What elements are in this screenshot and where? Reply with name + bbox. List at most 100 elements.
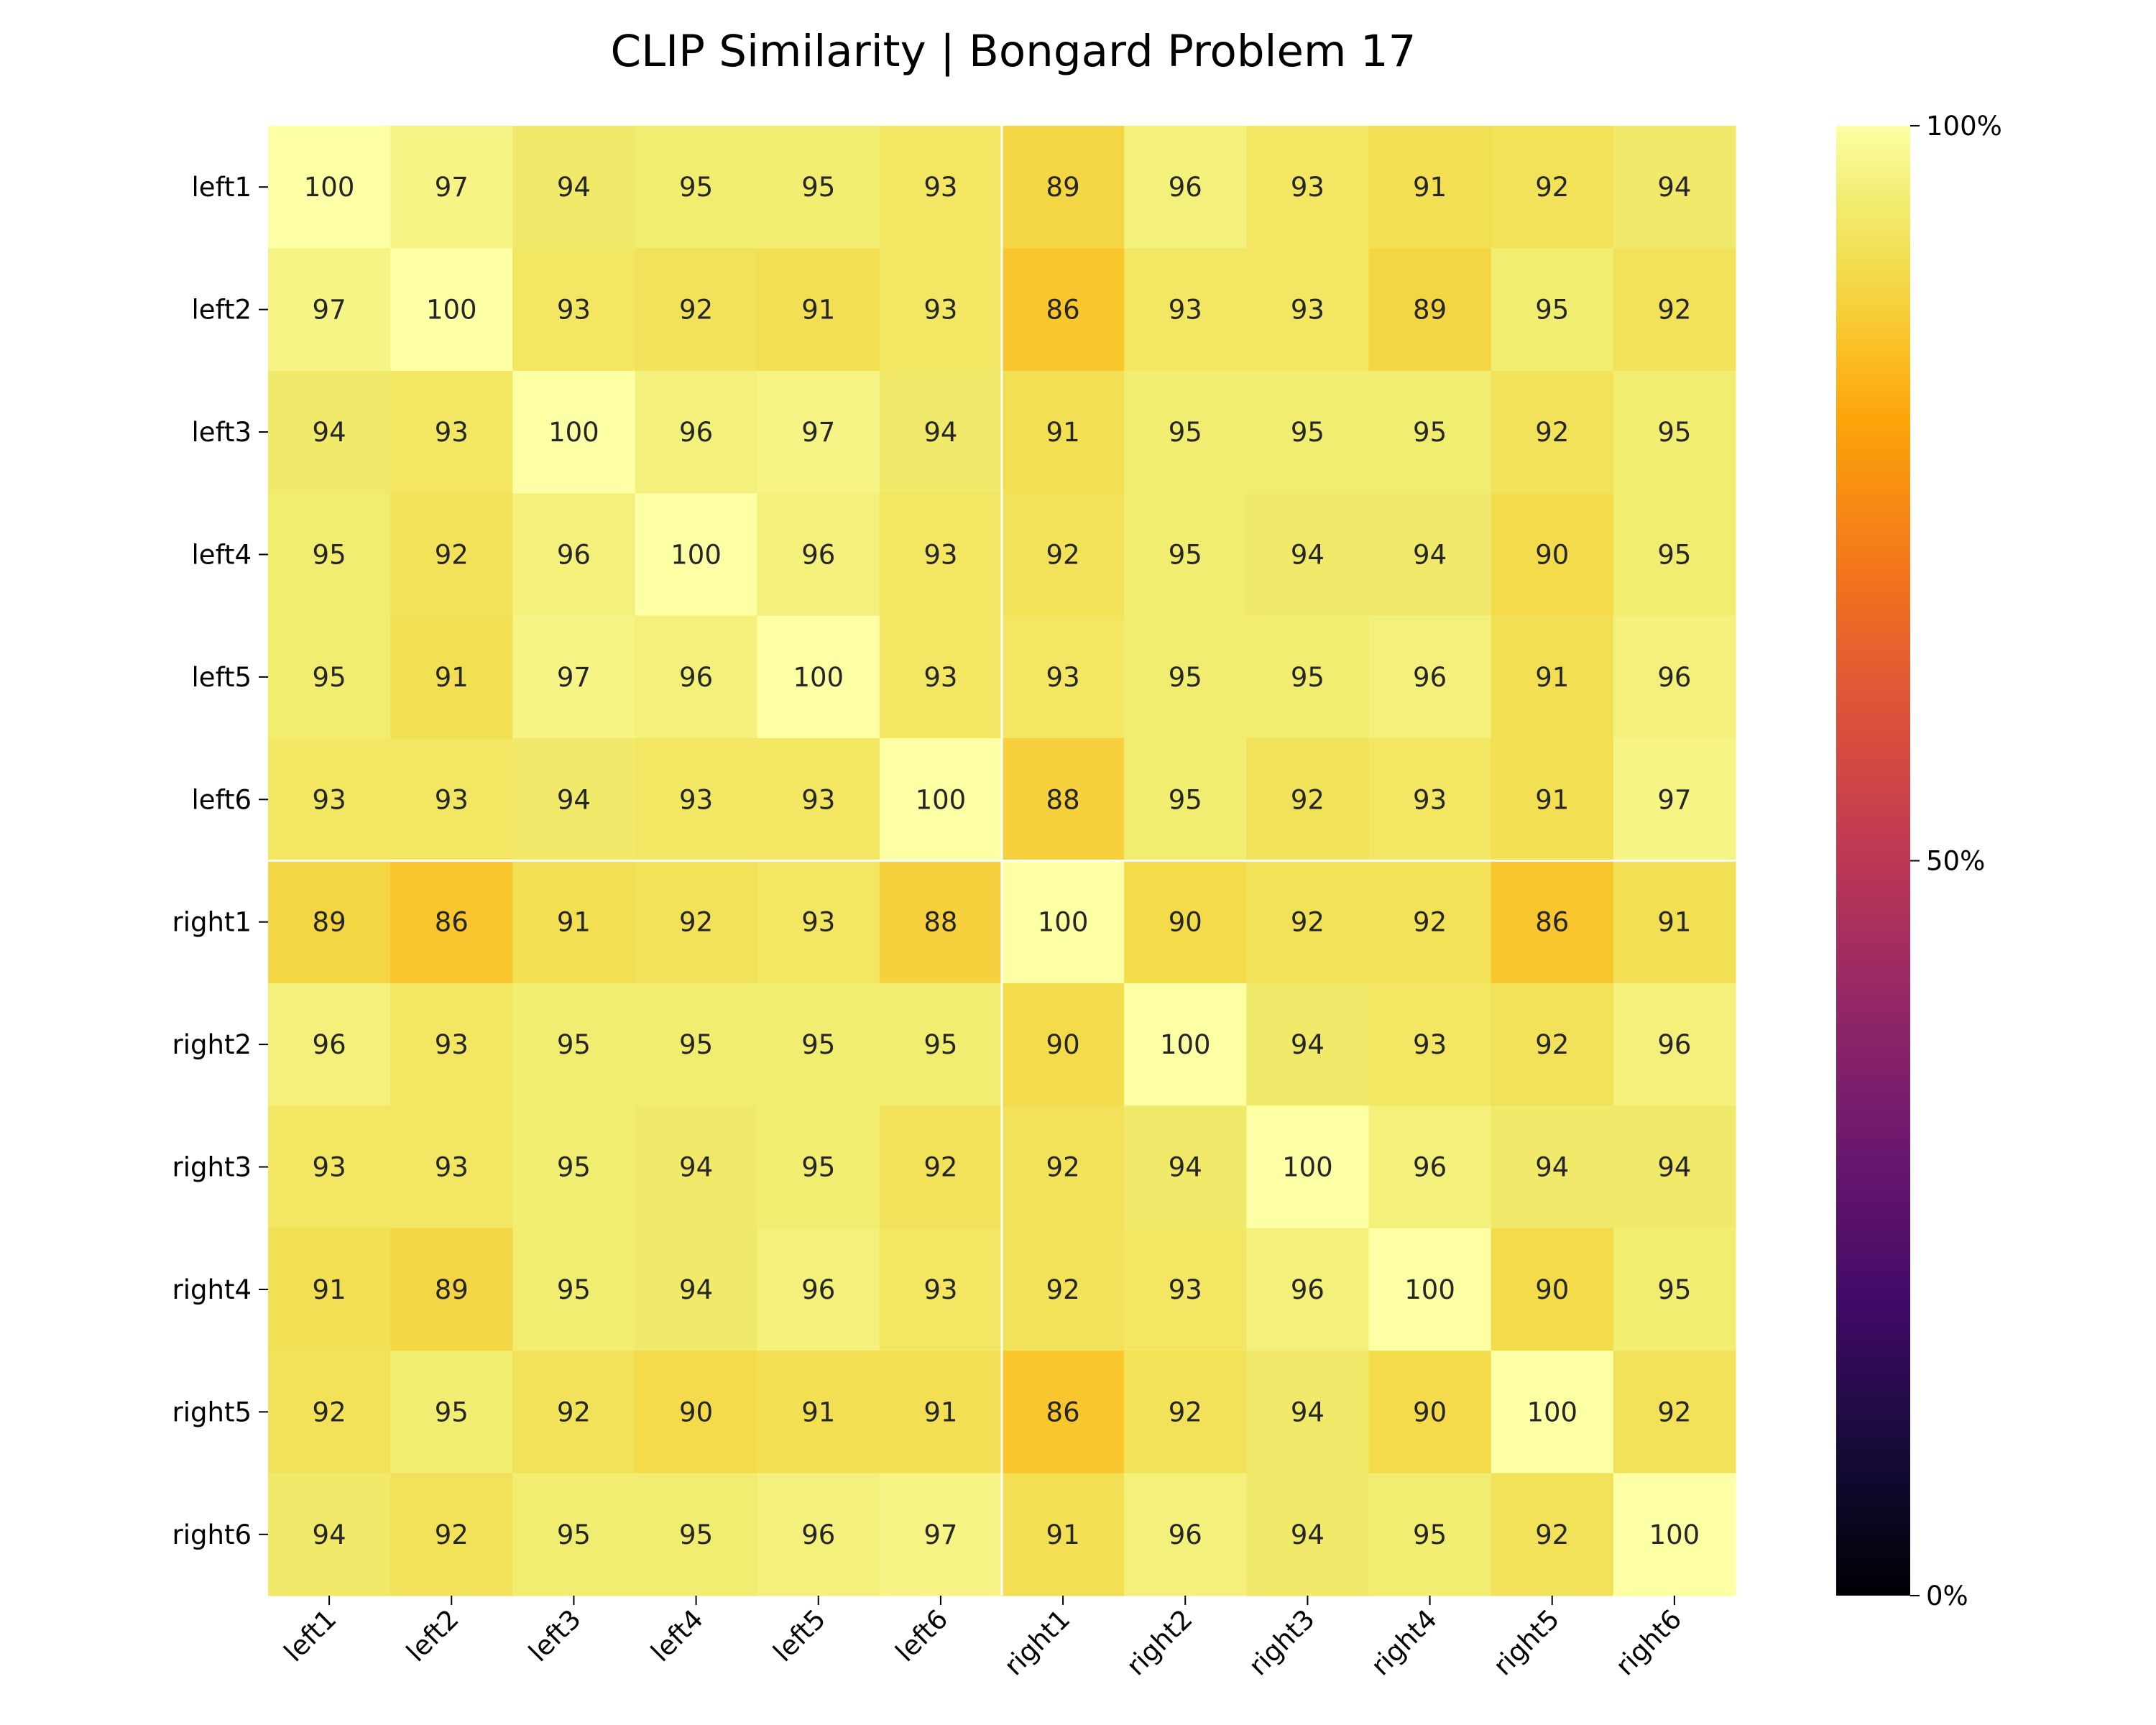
heatmap-cell: [1491, 738, 1614, 862]
heatmap-cell: [635, 615, 758, 739]
heatmap-cell: [1124, 1351, 1247, 1474]
cell-value-label: 95: [1657, 539, 1691, 570]
heatmap-cell: [512, 493, 636, 617]
cell-value-label: 93: [1413, 784, 1447, 815]
heatmap-cell: [1491, 126, 1614, 249]
heatmap-cell: [1368, 738, 1492, 862]
heatmap-cell: [268, 615, 391, 739]
heatmap-cell: [635, 983, 758, 1106]
cell-value-label: 95: [557, 1274, 591, 1305]
cell-value-label: 92: [1535, 1519, 1569, 1550]
cell-value-label: 95: [557, 1029, 591, 1060]
heatmap-cell: [390, 738, 513, 862]
cell-value-label: 97: [557, 662, 591, 693]
heatmap-cell: [757, 983, 880, 1106]
heatmap-cell: [1491, 248, 1614, 372]
cell-value-label: 92: [1657, 295, 1691, 326]
heatmap-cell: [1124, 983, 1247, 1106]
heatmap-cell: [879, 126, 1003, 249]
cell-value-label: 94: [1169, 1152, 1202, 1183]
cell-value-label: 91: [435, 662, 469, 693]
cell-value-label: 96: [1291, 1274, 1325, 1305]
heatmap-cell: [512, 370, 636, 494]
cell-value-label: 94: [313, 417, 346, 448]
heatmap-cell: [390, 983, 513, 1106]
heatmap-cell: [390, 493, 513, 617]
cell-value-label: 95: [679, 1029, 713, 1060]
row-tick-label: right3: [172, 1152, 252, 1183]
heatmap-cell: [757, 1228, 880, 1351]
heatmap-cell: [1002, 615, 1125, 739]
heatmap-cell: [1002, 493, 1125, 617]
cell-value-label: 93: [923, 662, 957, 693]
cell-value-label: 92: [679, 295, 713, 326]
cell-value-label: 94: [679, 1152, 713, 1183]
heatmap-cell: [635, 860, 758, 984]
heatmap-cell: [1491, 1473, 1614, 1596]
colorbar-tick-label: 100%: [1926, 111, 2002, 142]
column-tick-label: left1: [278, 1604, 342, 1668]
colorbar-tick-label: 50%: [1926, 846, 1985, 877]
heatmap-cell: [390, 370, 513, 494]
cell-value-label: 88: [923, 907, 957, 938]
group-separators: [268, 126, 1736, 1596]
heatmap-cell: [1491, 370, 1614, 494]
cell-value-label: 96: [1413, 1152, 1447, 1183]
cell-value-label: 95: [1169, 539, 1202, 570]
cell-value-label: 90: [1413, 1397, 1447, 1427]
cell-value-label: 86: [1046, 1397, 1080, 1427]
heatmap-cell: [512, 1351, 636, 1474]
heatmap-cell: [1002, 1105, 1125, 1229]
cell-value-label: 88: [1046, 784, 1080, 815]
heatmap-cell: [1491, 860, 1614, 984]
heatmap-cell: [1124, 126, 1247, 249]
cell-value-label: 91: [801, 295, 835, 326]
cell-value-label: 100: [1038, 907, 1089, 938]
cell-value-label: 100: [1404, 1274, 1455, 1305]
heatmap-cell: [1491, 1105, 1614, 1229]
heatmap-cell: [1246, 860, 1370, 984]
heatmap-cell: [1124, 860, 1247, 984]
cell-value-label: 90: [679, 1397, 713, 1427]
cell-value-label: 89: [1413, 295, 1447, 326]
cell-value-label: 92: [1046, 539, 1080, 570]
cell-value-label: 93: [557, 295, 591, 326]
cell-value-label: 90: [1169, 907, 1202, 938]
cell-value-label: 94: [1291, 1029, 1325, 1060]
cell-value-label: 91: [557, 907, 591, 938]
cell-value-label: 92: [557, 1397, 591, 1427]
cell-value-label: 93: [1169, 295, 1202, 326]
heatmap-cell: [1246, 248, 1370, 372]
heatmap-cell: [757, 738, 880, 862]
heatmap-cell: [1002, 738, 1125, 862]
row-tick-label: right1: [172, 907, 252, 938]
heatmap-cell: [879, 248, 1003, 372]
heatmap-cell: [268, 860, 391, 984]
row-tick-label: left2: [192, 295, 252, 326]
cell-value-label: 92: [1535, 172, 1569, 203]
heatmap-cell: [879, 983, 1003, 1106]
heatmap-cell: [879, 1105, 1003, 1229]
column-tick-label: right6: [1610, 1604, 1688, 1682]
cell-value-label: 97: [435, 172, 469, 203]
heatmap-cell: [1613, 738, 1736, 862]
heatmap-cell: [512, 126, 636, 249]
cell-value-label: 95: [1657, 417, 1691, 448]
heatmap-cell: [879, 1473, 1003, 1596]
heatmap-cell: [268, 1228, 391, 1351]
heatmap-cell: [1613, 1473, 1736, 1596]
heatmap-cell: [1613, 983, 1736, 1106]
heatmap-cell: [757, 1351, 880, 1474]
heatmap-cell: [390, 1105, 513, 1229]
cell-value-label: 95: [435, 1397, 469, 1427]
cell-value-label: 90: [1535, 539, 1569, 570]
heatmap-cell: [1613, 860, 1736, 984]
column-tick-label: left2: [400, 1604, 464, 1668]
heatmap-cell: [1246, 615, 1370, 739]
cell-value-label: 94: [557, 784, 591, 815]
heatmap-cell: [1368, 493, 1492, 617]
cell-value-label: 95: [1413, 1519, 1447, 1550]
cell-value-label: 92: [1291, 784, 1325, 815]
cell-value-label: 86: [435, 907, 469, 938]
heatmap-cell: [390, 860, 513, 984]
